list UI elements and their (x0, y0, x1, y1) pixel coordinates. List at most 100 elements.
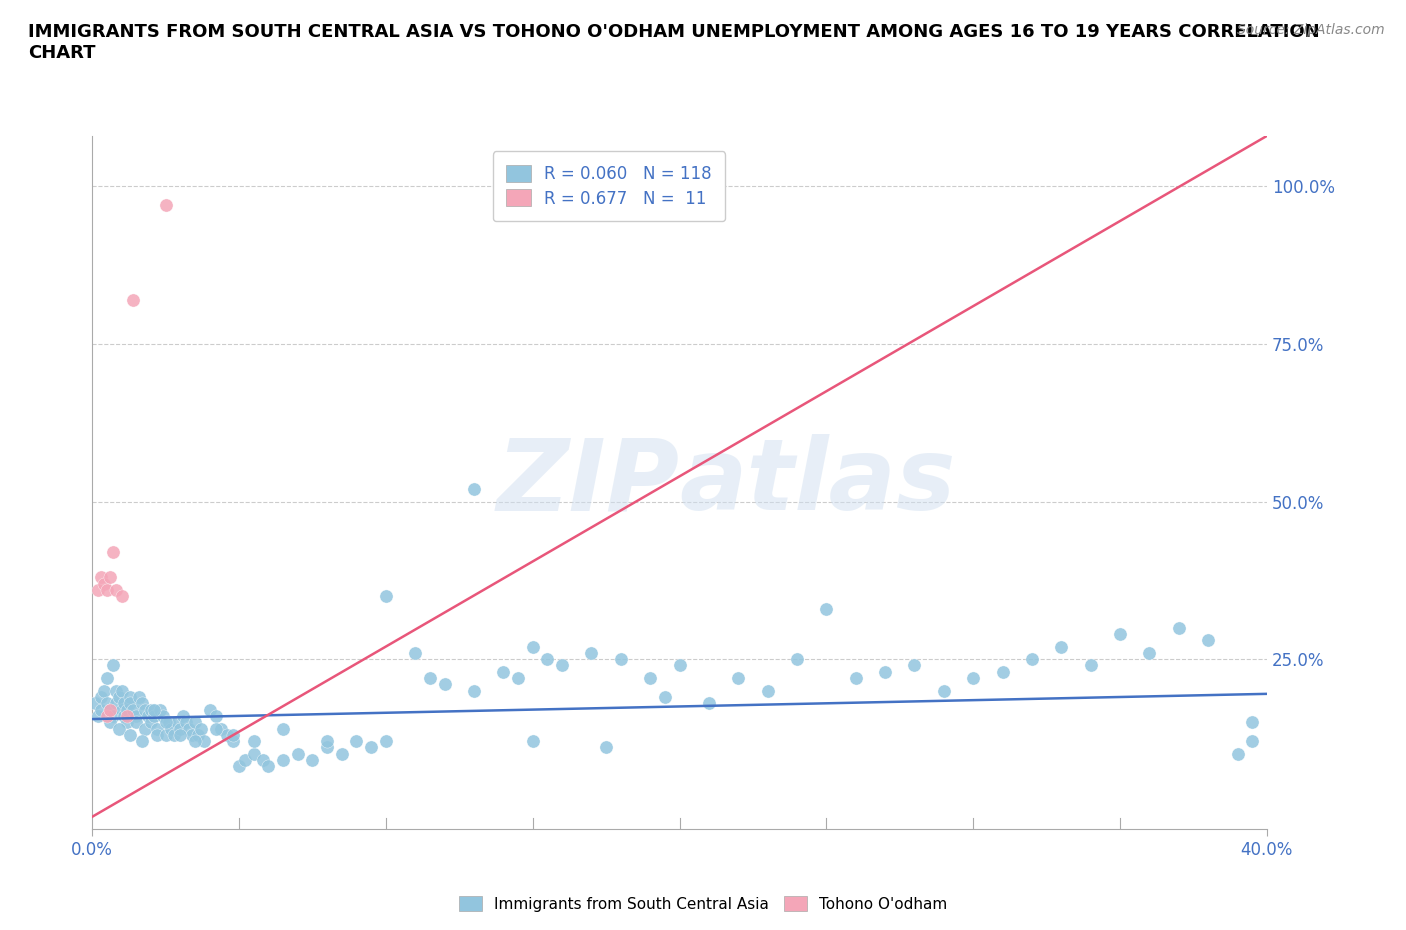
Point (149, 702, 172, 717)
Point (114, 709, 136, 724)
Point (117, 715, 139, 730)
Point (101, 658, 124, 673)
Point (98, 702, 121, 717)
Point (142, 702, 165, 717)
Point (875, 664, 897, 679)
Point (93, 576, 115, 591)
Point (101, 709, 124, 724)
Point (301, 752, 323, 767)
Point (98, 715, 121, 730)
Point (152, 709, 174, 724)
Point (120, 689, 142, 704)
Point (155, 715, 177, 730)
Point (786, 652, 808, 667)
Point (1197, 632, 1219, 647)
Point (551, 658, 574, 673)
Point (962, 671, 984, 685)
Point (536, 652, 558, 667)
Point (184, 715, 207, 730)
Point (117, 709, 139, 724)
Point (209, 721, 232, 736)
Point (463, 482, 485, 497)
Point (166, 715, 188, 730)
Point (271, 752, 294, 767)
Point (110, 702, 132, 717)
Point (198, 702, 221, 717)
Point (1021, 652, 1043, 667)
Point (177, 721, 200, 736)
Point (492, 664, 515, 679)
Point (157, 715, 180, 730)
Point (155, 198, 177, 213)
Point (1139, 645, 1161, 660)
Point (84, 696, 107, 711)
Point (169, 727, 191, 742)
Point (204, 721, 226, 736)
Point (142, 709, 165, 724)
Point (104, 696, 127, 711)
Point (595, 740, 617, 755)
Point (374, 589, 396, 604)
Point (1241, 734, 1264, 749)
Point (184, 734, 207, 749)
Point (104, 582, 127, 597)
Point (204, 709, 226, 724)
Point (1241, 715, 1264, 730)
Point (756, 684, 779, 698)
Point (187, 727, 209, 742)
Point (163, 727, 186, 742)
Point (233, 752, 256, 767)
Point (181, 727, 204, 742)
Point (110, 589, 132, 604)
Point (222, 727, 245, 742)
Point (242, 746, 264, 761)
Point (374, 734, 396, 749)
Point (90, 570, 112, 585)
Point (228, 759, 250, 774)
Point (727, 671, 749, 685)
Point (1109, 627, 1132, 642)
Point (506, 671, 529, 685)
Point (193, 734, 215, 749)
Point (654, 689, 676, 704)
Point (125, 709, 148, 724)
Point (98, 570, 121, 585)
Point (125, 715, 148, 730)
Point (1167, 620, 1189, 635)
Point (160, 721, 183, 736)
Point (104, 684, 127, 698)
Point (87, 582, 110, 597)
Point (242, 734, 264, 749)
Point (271, 721, 294, 736)
Point (90, 702, 112, 717)
Point (96, 582, 118, 597)
Point (101, 545, 124, 560)
Point (122, 702, 145, 717)
Point (98, 702, 121, 717)
Point (128, 689, 150, 704)
Point (217, 727, 239, 742)
Point (96, 671, 118, 685)
Point (287, 746, 309, 761)
Point (120, 696, 142, 711)
Point (222, 734, 245, 749)
Point (136, 709, 159, 724)
Point (991, 664, 1014, 679)
Point (581, 645, 603, 660)
Point (316, 740, 339, 755)
Point (697, 696, 720, 711)
Point (131, 696, 153, 711)
Point (316, 734, 339, 749)
Point (131, 734, 153, 749)
Point (346, 734, 368, 749)
Point (404, 645, 426, 660)
Point (107, 721, 129, 736)
Point (257, 759, 280, 774)
Point (139, 702, 162, 717)
Point (114, 696, 136, 711)
Point (360, 740, 382, 755)
Point (134, 721, 156, 736)
Legend: Immigrants from South Central Asia, Tohono O'odham: Immigrants from South Central Asia, Toho… (453, 889, 953, 918)
Point (522, 639, 544, 654)
Point (120, 727, 142, 742)
